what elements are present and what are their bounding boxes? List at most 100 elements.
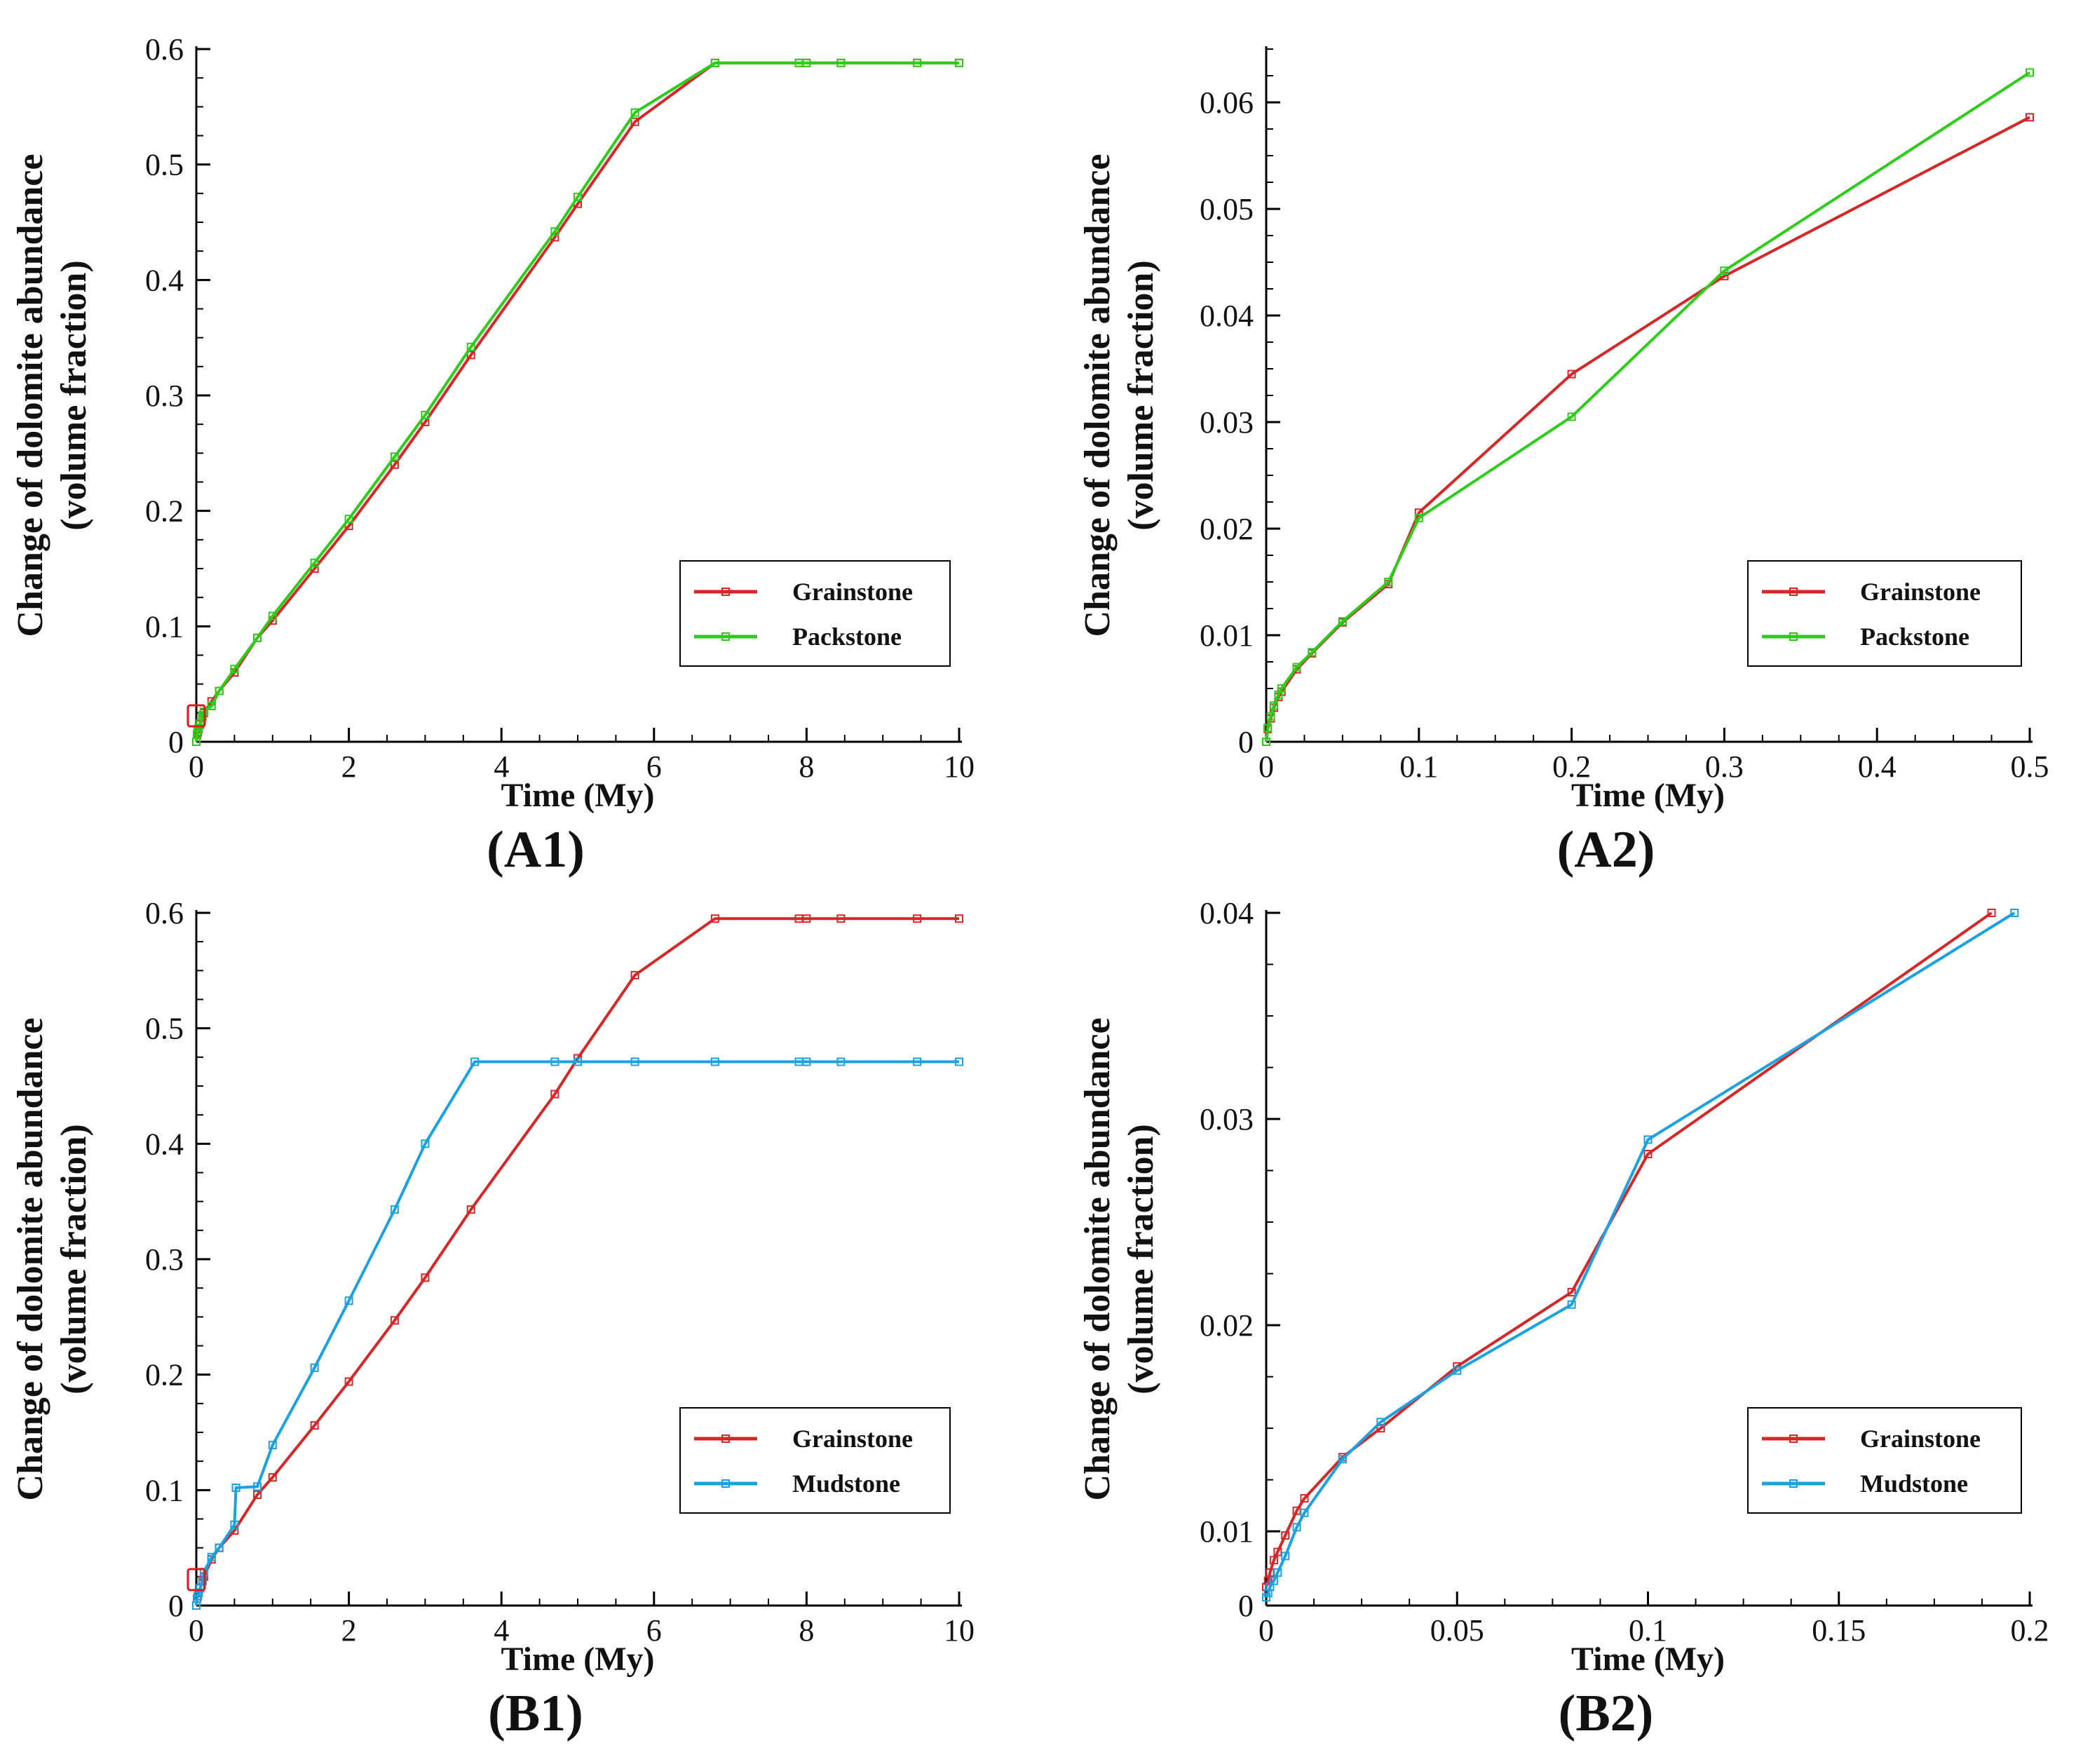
- y-tick-label: 0.01: [1200, 618, 1254, 653]
- data-point: [215, 1543, 224, 1552]
- y-tick-label: 0: [168, 725, 184, 759]
- data-point: [1281, 1552, 1290, 1561]
- data-point: [268, 611, 277, 620]
- data-point: [421, 1273, 430, 1282]
- x-tick-label: 8: [799, 749, 814, 784]
- y-tick-label: 0.6: [145, 32, 184, 67]
- data-point: [2026, 68, 2034, 77]
- y-axis-title: Change of dolomite abundance(volume frac…: [1078, 1017, 1161, 1500]
- zoom-region-marker: [186, 704, 206, 728]
- data-point: [574, 192, 582, 201]
- series-line-mudstone: [1265, 911, 2016, 1599]
- data-point: [253, 1490, 262, 1499]
- data-point: [466, 351, 475, 360]
- data-point: [913, 914, 922, 923]
- data-point: [1292, 663, 1301, 672]
- data-point: [1281, 1531, 1290, 1540]
- data-point: [1262, 738, 1270, 746]
- data-point: [1720, 266, 1729, 276]
- y-tick-label: 0.04: [1200, 299, 1254, 333]
- data-point: [1567, 1300, 1576, 1309]
- data-point: [310, 558, 319, 567]
- data-point: [390, 452, 399, 461]
- data-point: [1384, 578, 1393, 586]
- data-point: [215, 686, 224, 696]
- y-tick-label: 0.01: [1200, 1514, 1254, 1549]
- legend-label: Packstone: [1860, 623, 1969, 651]
- legend-marker: [1789, 1479, 1798, 1488]
- y-tick-label: 0: [1238, 725, 1254, 759]
- data-point: [1338, 617, 1347, 626]
- y-tick-label: 0.4: [145, 263, 184, 297]
- data-point: [630, 117, 639, 126]
- panel-label: (A2): [1557, 821, 1655, 878]
- legend-label: Grainstone: [1860, 1425, 1981, 1453]
- data-point: [955, 58, 963, 67]
- data-point: [1269, 1556, 1278, 1565]
- x-tick-label: 10: [944, 1613, 975, 1648]
- panel-label: (A1): [487, 821, 585, 878]
- data-point: [1414, 513, 1423, 522]
- data-point: [710, 1057, 719, 1066]
- y-axis-title-line: Change of dolomite abundance: [11, 1017, 50, 1500]
- data-point: [1338, 1455, 1347, 1464]
- x-tick-label: 10: [944, 749, 975, 784]
- y-tick-label: 0.3: [145, 1242, 184, 1277]
- data-point: [1308, 648, 1317, 657]
- data-point: [231, 1484, 240, 1493]
- data-point: [268, 1441, 277, 1450]
- data-point: [630, 108, 639, 117]
- y-axis-title-line: Change of dolomite abundance: [1078, 1017, 1118, 1500]
- data-point: [207, 1552, 216, 1561]
- x-tick-label: 2: [341, 749, 357, 784]
- chart-panel-3: 0 2 4 6 8 10 0 0.1 0.2 0.3 0.4 0.5 0.6 Time (My) Chang…: [11, 896, 975, 1742]
- data-point: [1414, 508, 1423, 517]
- legend-label: Packstone: [792, 623, 902, 651]
- legend: Grainstone Packstone: [1747, 560, 2022, 667]
- data-point: [913, 1057, 922, 1066]
- y-tick-label: 0.6: [145, 896, 184, 930]
- x-tick-label: 0.1: [1629, 1613, 1667, 1648]
- data-point: [310, 1363, 319, 1372]
- data-point: [193, 1594, 202, 1603]
- y-tick-label: 0.04: [1200, 896, 1254, 930]
- legend-box: [1747, 560, 2022, 667]
- data-point: [1453, 1366, 1462, 1375]
- data-point: [1300, 1494, 1309, 1503]
- data-point: [268, 1473, 277, 1482]
- x-tick-label: 0.4: [1858, 749, 1897, 784]
- x-tick-label: 0: [1259, 1613, 1274, 1648]
- data-point: [421, 1139, 430, 1148]
- data-point: [2026, 113, 2034, 122]
- y-tick-label: 0.2: [145, 1358, 184, 1392]
- legend-marker: [1789, 632, 1798, 641]
- x-tick-label: 0.2: [1552, 749, 1591, 784]
- data-point: [344, 1296, 353, 1305]
- y-axis-title-line: Change of dolomite abundance: [11, 154, 50, 637]
- legend-label: Grainstone: [792, 1425, 913, 1453]
- series-line-mudstone: [195, 1060, 959, 1606]
- legend: Grainstone Packstone: [679, 560, 951, 667]
- data-point: [193, 729, 202, 738]
- data-point: [1263, 1576, 1273, 1585]
- y-tick-label: 0: [168, 1589, 184, 1623]
- legend-box: [679, 1407, 951, 1514]
- y-tick-label: 0.5: [145, 148, 184, 182]
- y-tick-label: 0.05: [1200, 192, 1254, 226]
- data-point: [710, 58, 719, 67]
- y-tick-label: 0.1: [145, 1473, 184, 1507]
- panel-label: (B1): [488, 1685, 583, 1742]
- legend-box: [679, 560, 951, 667]
- x-axis-title: Time (My): [501, 777, 654, 814]
- data-point: [2010, 909, 2019, 917]
- data-point: [1263, 724, 1273, 733]
- data-point: [836, 58, 846, 67]
- y-axis-title-line: (volume fraction): [54, 260, 94, 531]
- zoom-region-marker: [186, 1568, 206, 1592]
- data-point: [1376, 1418, 1385, 1427]
- x-axis-title: Time (My): [501, 1641, 654, 1678]
- x-axis-title: Time (My): [1571, 777, 1725, 814]
- legend-marker: [1789, 588, 1798, 596]
- x-tick-label: 0.2: [2011, 1613, 2049, 1648]
